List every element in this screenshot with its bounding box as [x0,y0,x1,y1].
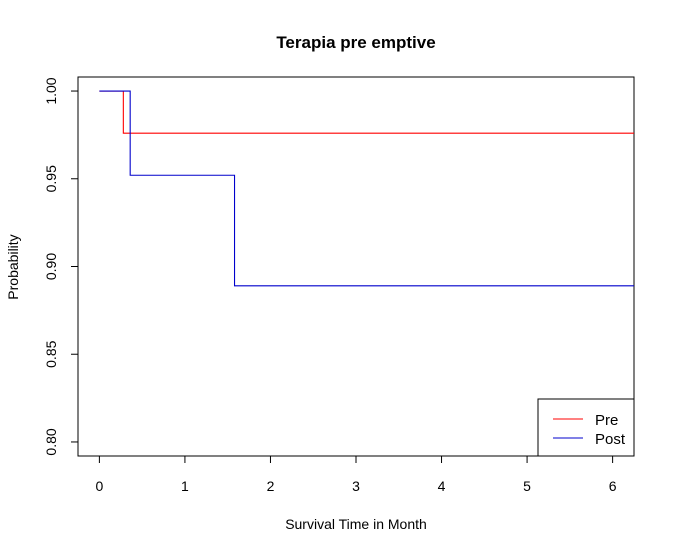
legend-label-post: Post [595,431,626,448]
legend: Pre Post [537,398,635,457]
y-tick-label: 1.00 [43,77,59,104]
x-tick-label: 6 [609,478,617,494]
legend-box [537,398,635,457]
y-axis: 0.80 0.85 0.90 0.95 1.00 [43,77,79,456]
x-tick-label: 4 [438,478,446,494]
x-tick-label: 3 [352,478,360,494]
chart-title: Terapia pre emptive [276,33,435,52]
y-tick-label: 0.85 [43,340,59,367]
series-line-pre [99,90,634,134]
x-tick-label: 5 [523,478,531,494]
y-tick-label: 0.90 [43,253,59,280]
series-layer [99,90,634,287]
y-tick-label: 0.95 [43,165,59,192]
x-tick-label: 2 [267,478,275,494]
x-tick-label: 0 [95,478,103,494]
y-tick-label: 0.80 [43,428,59,455]
legend-label-pre: Pre [595,412,618,429]
series-line-post [99,90,634,287]
x-tick-label: 1 [181,478,189,494]
x-axis-label: Survival Time in Month [285,516,427,532]
y-axis-label: Probability [5,234,21,299]
x-axis: 0 1 2 3 4 5 6 [95,455,617,494]
